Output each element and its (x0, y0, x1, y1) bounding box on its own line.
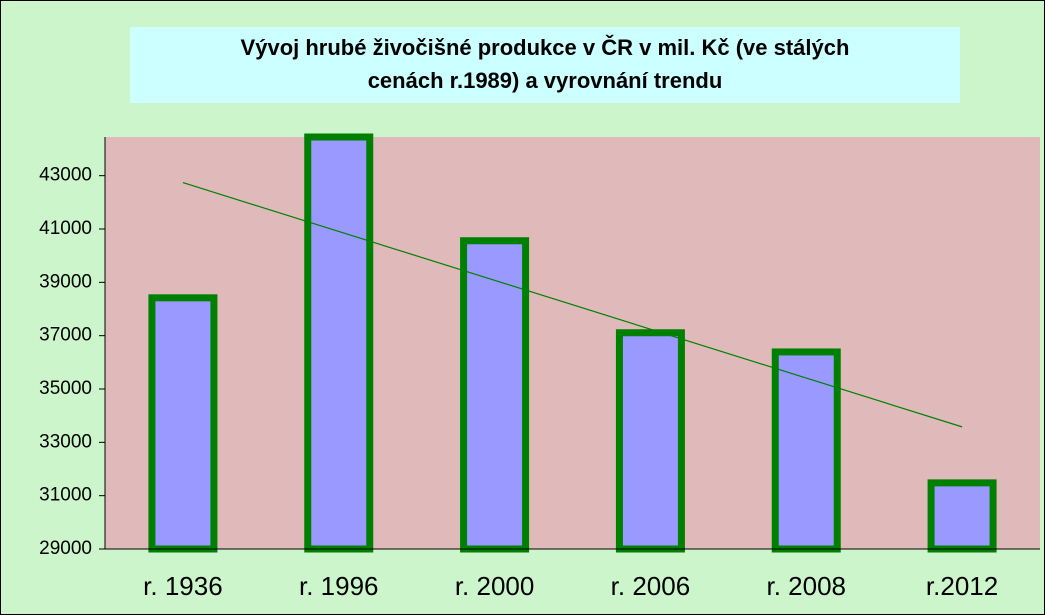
trend-line (182, 182, 963, 428)
y-tick-label: 43000 (39, 165, 92, 186)
x-tick-label: r. 1996 (299, 571, 379, 601)
y-tick-label: 33000 (39, 431, 92, 452)
x-tick-label: r. 2008 (766, 571, 846, 601)
bar (148, 294, 218, 553)
x-tick-label: r. 2000 (455, 571, 535, 601)
bar (771, 348, 841, 553)
y-tick-label: 35000 (39, 378, 92, 399)
x-tick-label: r.2012 (926, 571, 998, 601)
chart-title: cenách r.1989) a vyrovnání trendu (368, 68, 723, 93)
y-tick-label: 41000 (39, 218, 92, 239)
y-tick-label: 31000 (39, 485, 92, 506)
bar (460, 237, 530, 553)
plot-area (105, 137, 1040, 549)
bar (927, 479, 997, 553)
y-tick-label: 29000 (39, 538, 92, 559)
bar (615, 329, 685, 553)
bar (304, 133, 374, 553)
y-tick-label: 37000 (39, 325, 92, 346)
x-tick-label: r. 2006 (611, 571, 691, 601)
chart-title: Vývoj hrubé živočišné produkce v ČR v mi… (241, 35, 850, 60)
x-tick-label: r. 1936 (143, 571, 223, 601)
title-box (130, 27, 960, 103)
y-tick-label: 39000 (39, 271, 92, 292)
